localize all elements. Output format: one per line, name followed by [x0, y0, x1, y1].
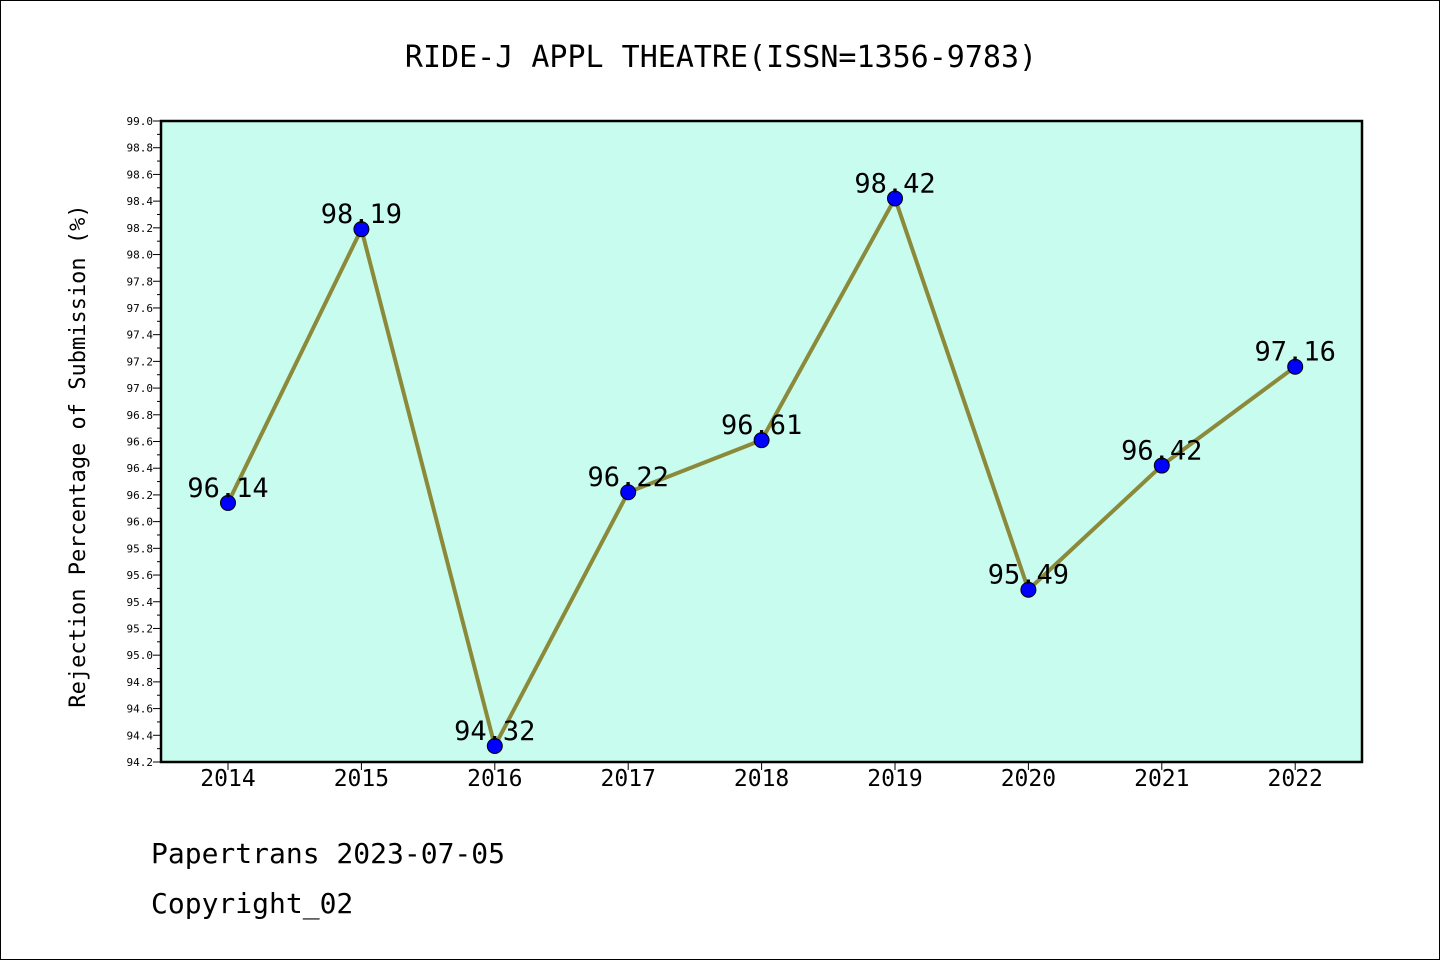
y-tick-label: 97.4 — [127, 329, 154, 342]
data-point — [1020, 581, 1037, 598]
y-tick-label: 94.8 — [127, 676, 154, 689]
y-tick-label: 98.6 — [127, 168, 154, 181]
y-tick-label: 96.6 — [127, 436, 154, 449]
y-tick-label: 96.2 — [127, 489, 154, 502]
x-tick-label: 2016 — [467, 766, 522, 792]
x-tick-label: 2020 — [1001, 766, 1056, 792]
footer-copyright: Copyright_02 — [151, 887, 354, 920]
y-tick-label: 97.8 — [127, 275, 154, 288]
y-tick-label: 95.8 — [127, 542, 154, 555]
footer-date: Papertrans 2023-07-05 — [151, 837, 506, 870]
y-tick-label: 98.0 — [127, 249, 154, 262]
x-tick-label: 2018 — [734, 766, 789, 792]
y-tick-label: 95.0 — [127, 649, 154, 662]
y-tick-label: 94.2 — [127, 756, 154, 769]
data-label: 95.49 — [988, 560, 1069, 591]
y-tick-label: 97.6 — [127, 302, 154, 315]
data-series — [220, 190, 1304, 754]
x-tick-label: 2021 — [1134, 766, 1189, 792]
y-axis-label: Rejection Percentage of Submission (%) — [66, 204, 91, 707]
data-labels: 96.14 98.19 94.32 96.22 96.61 98.42 95.49 96.42… — [187, 168, 1335, 747]
data-label: 96.61 — [721, 410, 802, 441]
x-tick-label: 2019 — [867, 766, 922, 792]
data-point — [620, 484, 637, 501]
data-point — [353, 221, 370, 238]
chart-title: RIDE-J APPL THEATRE(ISSN=1356-9783) — [405, 40, 1037, 75]
y-tick-label: 97.0 — [127, 382, 154, 395]
y-tick-label: 99.0 — [127, 115, 154, 128]
data-label: 98.42 — [854, 168, 935, 199]
y-tick-label: 96.0 — [127, 516, 154, 529]
data-label: 96.22 — [588, 462, 669, 493]
data-point — [220, 494, 236, 511]
data-point — [1287, 358, 1304, 375]
data-point — [1153, 457, 1170, 474]
y-tick-label: 94.4 — [127, 729, 154, 742]
data-point — [486, 737, 503, 754]
data-point — [887, 190, 903, 207]
y-tick-label: 98.8 — [127, 142, 154, 155]
y-tick-label: 97.2 — [127, 355, 154, 368]
data-label: 97.16 — [1255, 337, 1336, 368]
y-tick-label: 98.2 — [127, 222, 154, 235]
x-tick-label: 2015 — [334, 766, 389, 792]
y-tick-label: 94.6 — [127, 703, 154, 716]
data-label: 96.14 — [187, 473, 268, 504]
x-tick-label: 2022 — [1268, 766, 1323, 792]
y-tick-label: 96.4 — [127, 462, 154, 475]
data-label: 94.32 — [454, 716, 535, 747]
data-label: 98.19 — [321, 199, 402, 230]
data-point — [753, 432, 770, 449]
y-tick-label: 95.2 — [127, 622, 154, 635]
y-tick-label: 95.4 — [127, 596, 154, 609]
y-tick-label: 96.8 — [127, 409, 154, 422]
x-tick-label: 2014 — [200, 766, 255, 792]
y-tick-label: 95.6 — [127, 569, 154, 582]
data-label: 96.42 — [1121, 436, 1202, 467]
x-tick-label: 2017 — [601, 766, 656, 792]
y-tick-label: 98.4 — [127, 195, 154, 208]
axis-ticks: 94.2 94.4 94.6 94.8 95.0 95.2 95.4 95.6 95.8 96.0… — [127, 115, 1323, 792]
plot-border — [159, 119, 1364, 764]
